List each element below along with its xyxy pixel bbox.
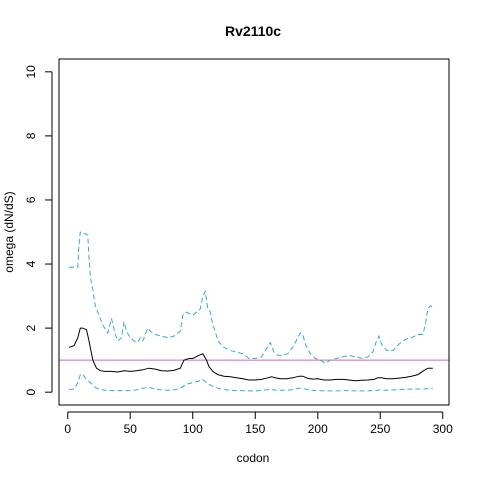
x-tick-label: 150 xyxy=(245,422,265,436)
series-estimate-line xyxy=(68,327,433,382)
y-tick-label: 0 xyxy=(24,389,38,396)
y-tick-label: 10 xyxy=(24,65,38,79)
x-axis-label: codon xyxy=(237,451,270,465)
series-lower-line xyxy=(68,374,433,392)
y-axis-label: omega (dN/dS) xyxy=(2,191,16,272)
plot-frame xyxy=(58,58,450,406)
y-tick-label: 4 xyxy=(24,260,38,267)
y-tick-label: 2 xyxy=(24,324,38,331)
x-tick-label: 50 xyxy=(124,422,138,436)
y-tick-label: 6 xyxy=(24,196,38,203)
chart-title: Rv2110c xyxy=(225,23,281,39)
x-tick-label: 0 xyxy=(64,422,71,436)
y-tick-label: 8 xyxy=(24,132,38,139)
x-tick-label: 100 xyxy=(183,422,203,436)
axis-layer: 0 50 100 150 200 250 300 0 2 4 6 8 10 xyxy=(24,65,453,436)
x-tick-label: 250 xyxy=(370,422,390,436)
x-tick-label: 300 xyxy=(433,422,453,436)
series-layer xyxy=(68,231,434,392)
x-tick-label: 200 xyxy=(308,422,328,436)
series-upper-line xyxy=(69,231,434,364)
